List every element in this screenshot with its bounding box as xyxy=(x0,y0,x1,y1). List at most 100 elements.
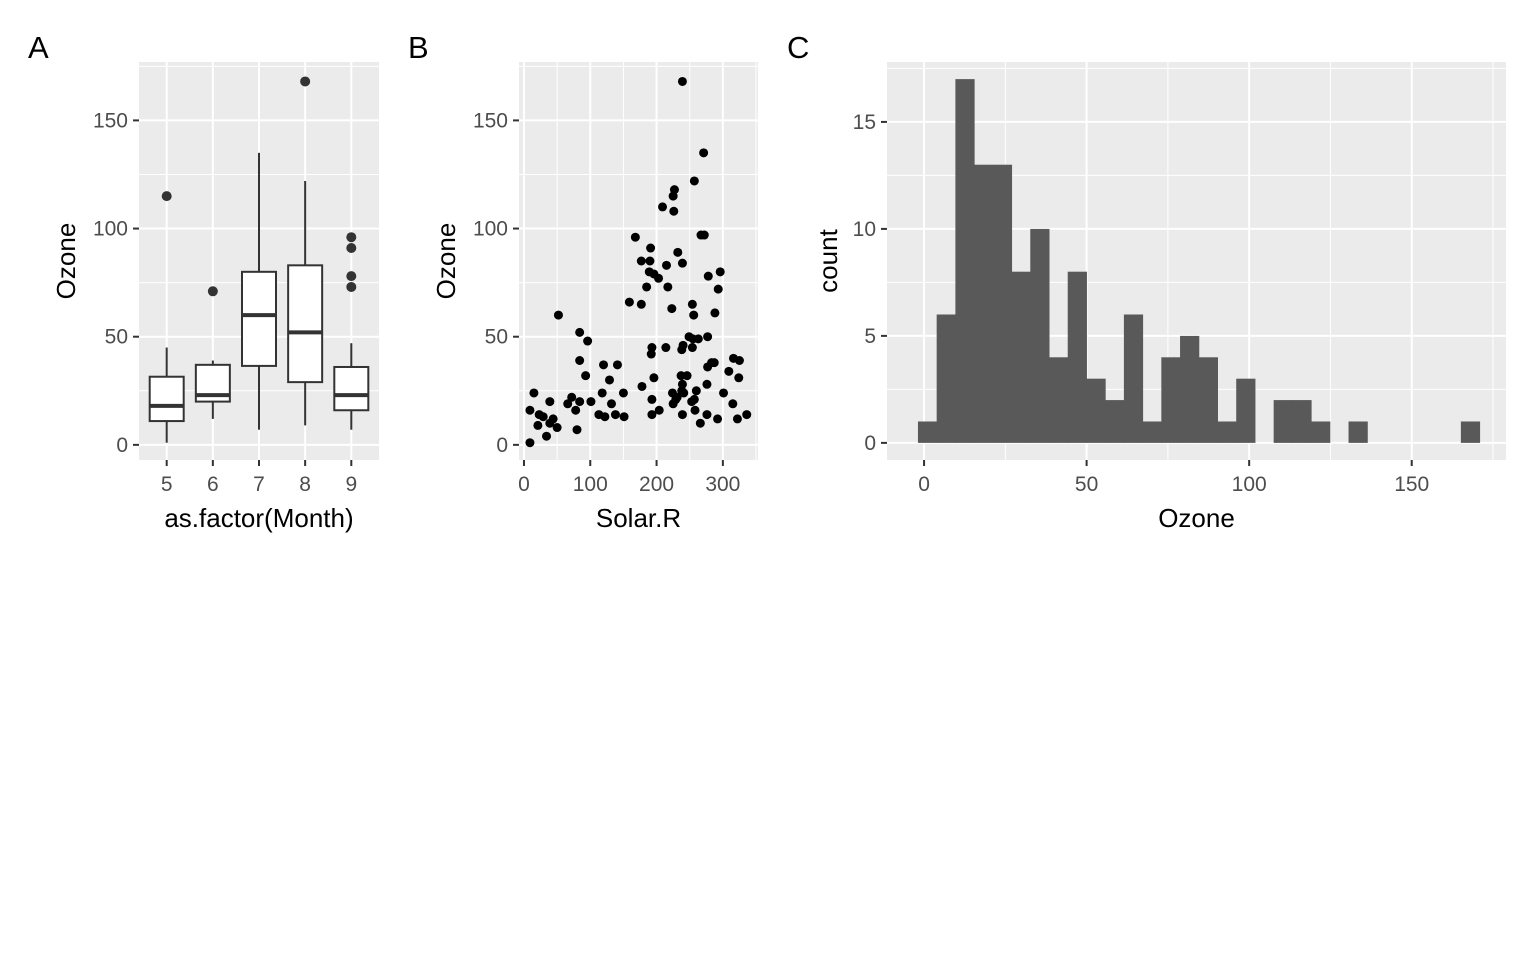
x-axis-title: Ozone xyxy=(1158,503,1235,533)
x-tick-label: 6 xyxy=(207,473,219,496)
data-point xyxy=(671,394,681,404)
x-tick-label: 100 xyxy=(573,473,608,496)
data-point xyxy=(703,332,713,342)
data-point xyxy=(529,388,539,398)
data-point xyxy=(646,349,656,359)
data-point xyxy=(624,297,634,307)
data-point xyxy=(689,176,699,186)
data-point xyxy=(637,381,647,391)
data-point xyxy=(687,299,697,309)
data-point xyxy=(647,343,657,353)
histogram-bar xyxy=(1049,357,1069,443)
data-point xyxy=(606,399,616,409)
data-point xyxy=(668,191,678,201)
data-point xyxy=(612,360,622,370)
data-point xyxy=(679,388,689,398)
histogram-bar xyxy=(1105,400,1125,443)
data-point xyxy=(699,148,709,158)
x-tick-label: 7 xyxy=(253,473,265,496)
histogram-bar xyxy=(974,164,994,443)
y-tick-label: 5 xyxy=(864,325,876,348)
data-point xyxy=(693,334,703,344)
histogram-bar xyxy=(1292,400,1312,443)
y-tick-label: 10 xyxy=(853,218,876,241)
data-point xyxy=(658,202,668,212)
histogram-bar xyxy=(1030,228,1050,443)
y-axis-title: Ozone xyxy=(51,223,81,300)
histogram-bar xyxy=(1161,357,1181,443)
box-iqr xyxy=(333,365,370,412)
data-point xyxy=(575,327,585,337)
y-tick-label: 100 xyxy=(93,218,128,241)
x-tick-label: 50 xyxy=(1075,473,1098,496)
y-tick-label: 150 xyxy=(93,109,128,132)
histogram-bar xyxy=(1086,378,1106,443)
data-point xyxy=(677,258,687,268)
data-point xyxy=(545,397,555,407)
data-point xyxy=(703,271,713,281)
data-point xyxy=(669,206,679,216)
x-tick-label: 0 xyxy=(518,473,530,496)
data-point xyxy=(677,76,687,86)
data-point xyxy=(677,410,687,420)
data-point xyxy=(525,438,535,448)
outlier-point xyxy=(346,232,357,243)
data-point xyxy=(583,336,593,346)
data-point xyxy=(663,282,673,292)
data-point xyxy=(713,414,723,424)
data-point xyxy=(604,375,614,385)
y-tick-label: 150 xyxy=(473,109,508,132)
data-point xyxy=(661,343,671,353)
data-point xyxy=(734,356,744,365)
data-point xyxy=(597,388,607,398)
y-axis-title: Ozone xyxy=(431,223,461,300)
data-point xyxy=(687,343,697,353)
data-point xyxy=(677,379,687,389)
x-tick-label: 5 xyxy=(161,473,173,496)
x-axis-title: as.factor(Month) xyxy=(164,503,353,533)
panel-A: A 0 50 100 150 5 6 7 8 9 as.factor(Month) Ozone xyxy=(28,30,379,533)
data-point xyxy=(719,388,729,398)
data-point xyxy=(618,388,628,398)
data-point xyxy=(695,418,705,428)
outlier-point xyxy=(346,281,357,292)
data-point xyxy=(667,304,677,314)
data-point xyxy=(610,410,620,420)
box-8 xyxy=(287,76,324,426)
data-point xyxy=(732,414,742,424)
data-point xyxy=(575,356,585,365)
data-point xyxy=(689,310,699,320)
data-point xyxy=(630,232,640,242)
data-point xyxy=(647,394,657,404)
y-tick-label: 0 xyxy=(496,434,508,457)
data-point xyxy=(710,308,720,318)
box-iqr xyxy=(287,264,324,384)
data-point xyxy=(691,386,701,396)
data-point xyxy=(571,405,581,415)
data-point xyxy=(600,412,610,422)
histogram-bar xyxy=(936,314,956,443)
y-tick-label: 0 xyxy=(864,432,876,455)
box-5 xyxy=(148,191,185,443)
data-point xyxy=(734,373,744,383)
data-point xyxy=(646,243,656,253)
histogram-bar xyxy=(1236,378,1256,443)
data-point xyxy=(636,299,646,309)
data-point xyxy=(713,284,723,294)
data-point xyxy=(581,371,591,381)
data-point xyxy=(682,371,692,381)
panel-B: B 0 50 100 150 0 100 200 300 Solar.R Ozone xyxy=(408,30,758,533)
box-iqr xyxy=(241,270,277,367)
data-point xyxy=(575,397,585,407)
data-point xyxy=(715,267,725,277)
histogram-bar xyxy=(1460,421,1481,443)
data-point xyxy=(533,420,543,430)
data-point xyxy=(572,425,582,435)
data-point xyxy=(553,310,563,320)
y-tick-label: 50 xyxy=(105,326,128,349)
x-axis-title: Solar.R xyxy=(596,503,681,533)
data-point xyxy=(654,273,664,283)
histogram-bar xyxy=(1123,314,1144,443)
